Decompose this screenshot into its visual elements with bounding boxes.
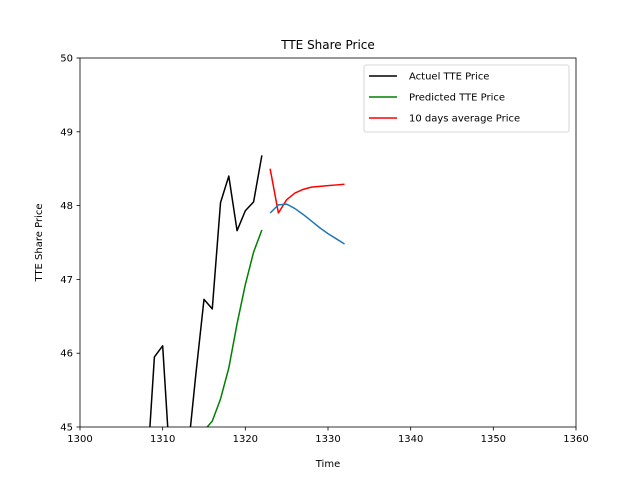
x-tick-label: 1310 — [150, 434, 175, 445]
x-tick-label: 1360 — [563, 434, 588, 445]
y-tick-label: 45 — [60, 423, 73, 434]
y-axis: 45 46 47 48 49 50 — [60, 54, 80, 434]
y-tick-label: 50 — [60, 54, 73, 65]
x-tick-label: 1340 — [398, 434, 423, 445]
legend-box — [363, 64, 570, 133]
series-layer — [149, 155, 345, 427]
x-tick-label: 1350 — [481, 434, 506, 445]
series-line-actuel-tte-price — [149, 155, 263, 427]
y-tick-label: 47 — [60, 275, 73, 286]
x-axis-label: Time — [315, 459, 340, 470]
x-tick-label: 1320 — [233, 434, 258, 445]
y-axis-label: TTE Share Price — [34, 204, 45, 283]
y-tick-label: 46 — [60, 349, 73, 360]
legend-entry: Predicted TTE Price — [409, 93, 505, 104]
series-line-3 — [269, 203, 345, 245]
x-axis: 1300 1310 1320 1330 1340 1350 1360 — [67, 427, 589, 445]
legend-entry: Actuel TTE Price — [409, 72, 489, 83]
chart-title: TTE Share Price — [280, 38, 375, 52]
series-line-predicted-tte-price — [206, 229, 263, 427]
x-tick-label: 1330 — [315, 434, 340, 445]
series-line-10-days-average-price — [269, 168, 345, 214]
y-tick-label: 49 — [60, 127, 73, 138]
legend: Actuel TTE Price Predicted TTE Price 10 da… — [363, 64, 570, 133]
y-tick-label: 48 — [60, 201, 73, 212]
x-tick-label: 1300 — [67, 434, 92, 445]
legend-entry: 10 days average Price — [409, 114, 520, 125]
